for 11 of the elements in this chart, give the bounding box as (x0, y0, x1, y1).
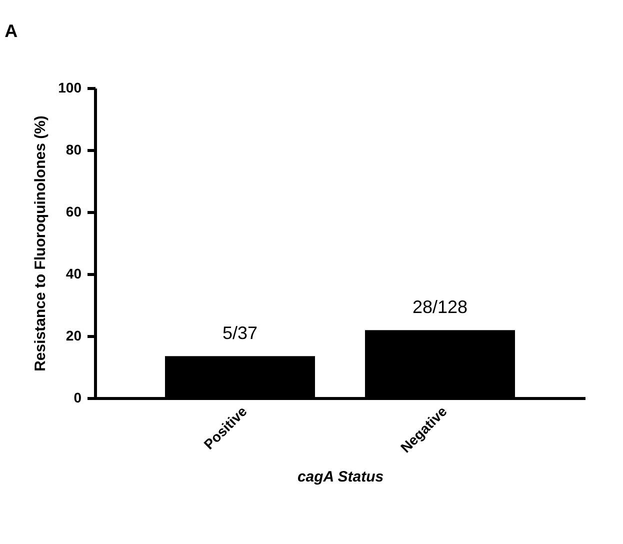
y-axis-title: Resistance to Fluoroquinolones (%) (32, 116, 50, 372)
y-tick-label: 60 (66, 204, 82, 220)
y-tick-label: 40 (66, 266, 82, 282)
x-axis-title: cagA Status (297, 468, 384, 486)
y-tick-label: 80 (66, 142, 82, 158)
y-tick-label: 20 (66, 328, 82, 344)
chart-title: A (4, 21, 18, 41)
y-tick-label: 0 (74, 390, 82, 406)
data-label: 28/128 (412, 297, 468, 318)
y-tick-label: 100 (58, 80, 82, 96)
data-label: 5/37 (222, 323, 258, 344)
